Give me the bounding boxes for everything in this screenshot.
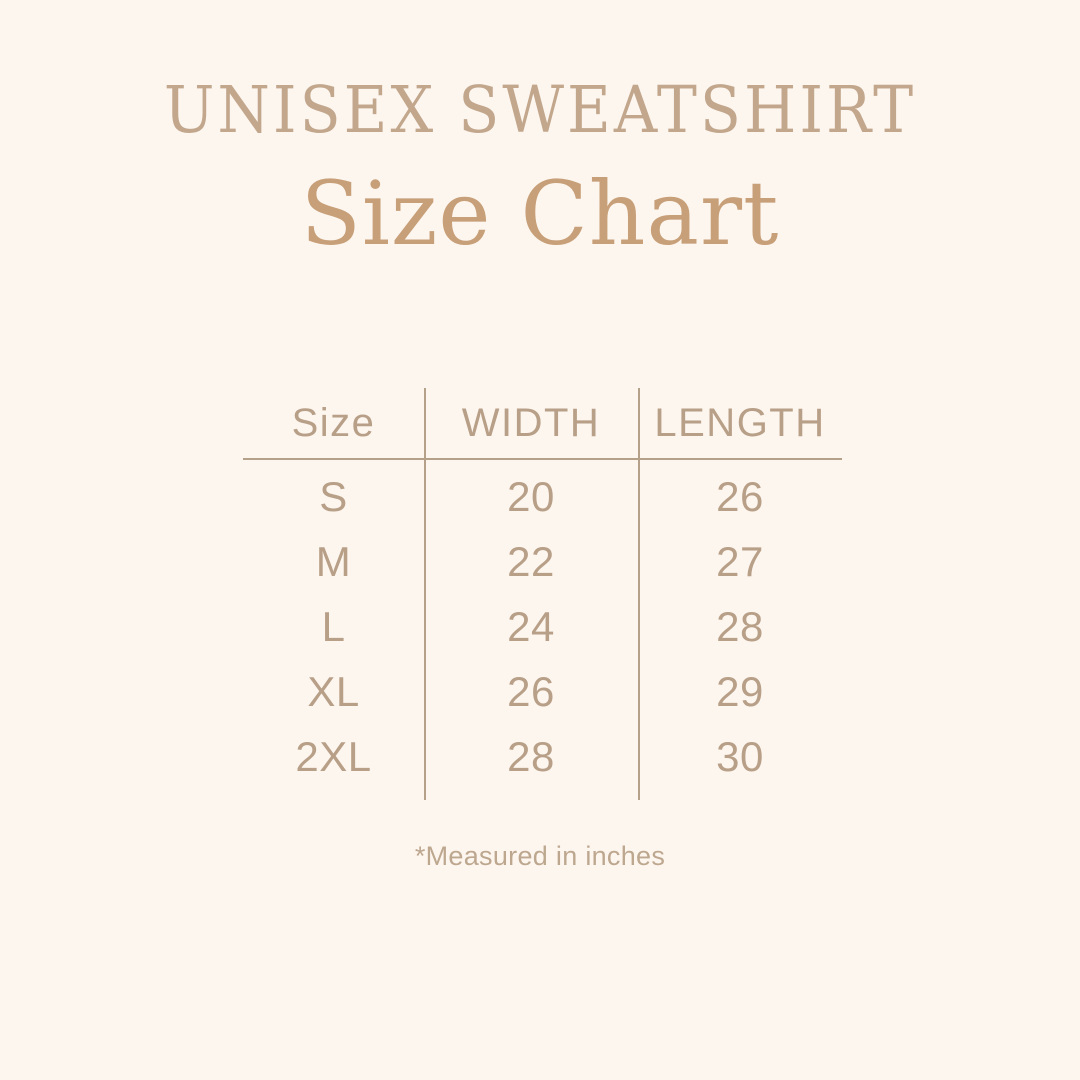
- table-row: M 22 27: [243, 529, 842, 594]
- column-header-length: LENGTH: [654, 400, 826, 445]
- heading-block: UNISEX SWEATSHIRT Size Chart: [0, 78, 1080, 258]
- table-row: 2XL 28 30: [243, 724, 842, 789]
- table-body: S 20 26 M 22 27 L 24 28 XL 26 29: [243, 464, 842, 789]
- page-subtitle: Size Chart: [300, 162, 780, 265]
- size-table-wrap: Size WIDTH LENGTH S 20 26 M 22 27 L: [243, 388, 842, 800]
- cell-width: 22: [507, 537, 555, 585]
- table-header-row: Size WIDTH LENGTH: [243, 388, 842, 464]
- page-title: UNISEX SWEATSHIRT: [163, 72, 917, 149]
- cell-length: 28: [716, 602, 764, 650]
- column-header-width: WIDTH: [461, 400, 601, 445]
- cell-length: 30: [716, 732, 764, 780]
- table-row: XL 26 29: [243, 659, 842, 724]
- cell-width: 20: [507, 472, 555, 520]
- table-header: Size WIDTH LENGTH: [243, 388, 842, 464]
- column-divider-2: [638, 388, 640, 800]
- size-table: Size WIDTH LENGTH S 20 26 M 22 27 L: [243, 388, 842, 789]
- cell-size: 2XL: [295, 732, 372, 780]
- cell-length: 26: [716, 472, 764, 520]
- cell-width: 28: [507, 732, 555, 780]
- column-divider-1: [424, 388, 426, 800]
- cell-size: S: [319, 472, 348, 520]
- cell-size: L: [321, 602, 346, 650]
- cell-length: 29: [716, 667, 764, 715]
- table-row: S 20 26: [243, 464, 842, 529]
- cell-size: XL: [307, 667, 360, 715]
- measurement-note: *Measured in inches: [414, 841, 666, 871]
- cell-length: 27: [716, 537, 764, 585]
- header-divider-horizontal: [243, 458, 842, 460]
- table-row: L 24 28: [243, 594, 842, 659]
- cell-size: M: [315, 537, 352, 585]
- cell-width: 26: [507, 667, 555, 715]
- column-header-size: Size: [291, 400, 376, 445]
- cell-width: 24: [507, 602, 555, 650]
